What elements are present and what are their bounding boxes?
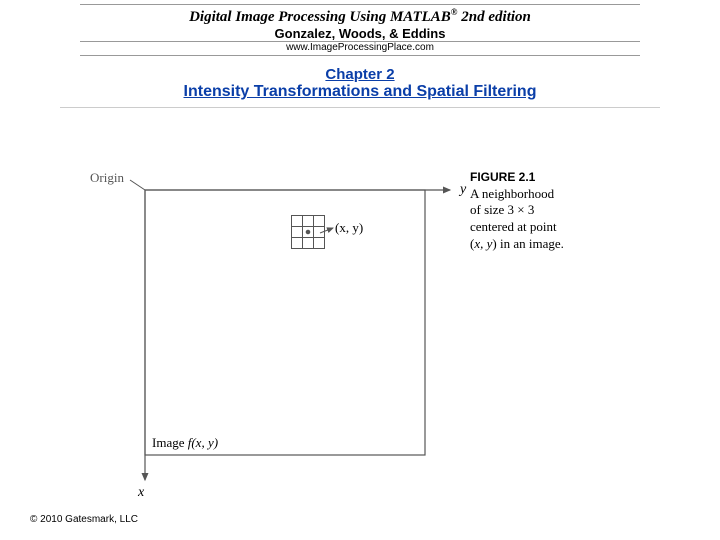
image-fn-label: Image f(x, y): [152, 435, 218, 451]
point-label: (x, y): [335, 220, 363, 236]
y-axis-label: y: [460, 182, 466, 198]
chapter-heading: Chapter 2 Intensity Transformations and …: [60, 66, 660, 108]
figure-caption: FIGURE 2.1 A neighborhood of size 3 × 3 …: [470, 170, 620, 253]
xy-pointer: [320, 228, 333, 233]
title-rule: Digital Image Processing Using MATLAB® 2…: [80, 4, 640, 42]
image-label-fn: f(x, y): [188, 435, 218, 450]
registered-mark: ®: [451, 7, 458, 17]
caption-line-4: (x, y) in an image.: [470, 236, 620, 253]
x-axis-label: x: [138, 485, 144, 501]
book-edition: 2nd edition: [458, 9, 531, 25]
image-label-prefix: Image: [152, 435, 188, 450]
origin-label: Origin: [90, 170, 124, 186]
authors: Gonzalez, Woods, & Eddins: [80, 26, 640, 41]
caption-line-2: of size 3 × 3: [470, 202, 620, 219]
neighborhood-grid: [292, 216, 325, 249]
image-boundary: [145, 190, 425, 455]
caption-line-1: A neighborhood: [470, 186, 620, 203]
figure-svg: [90, 160, 490, 500]
chapter-number: Chapter 2: [60, 66, 660, 83]
chapter-title: Intensity Transformations and Spatial Fi…: [60, 83, 660, 101]
origin-pointer: [130, 180, 145, 190]
page-header: Digital Image Processing Using MATLAB® 2…: [0, 0, 720, 56]
book-title-main: Digital Image Processing Using MATLAB: [189, 9, 451, 25]
book-title: Digital Image Processing Using MATLAB® 2…: [189, 9, 531, 25]
site-url: www.ImageProcessingPlace.com: [80, 42, 640, 56]
caption-head: FIGURE 2.1: [470, 170, 620, 186]
caption-line-3: centered at point: [470, 219, 620, 236]
copyright: © 2010 Gatesmark, LLC: [30, 514, 138, 525]
